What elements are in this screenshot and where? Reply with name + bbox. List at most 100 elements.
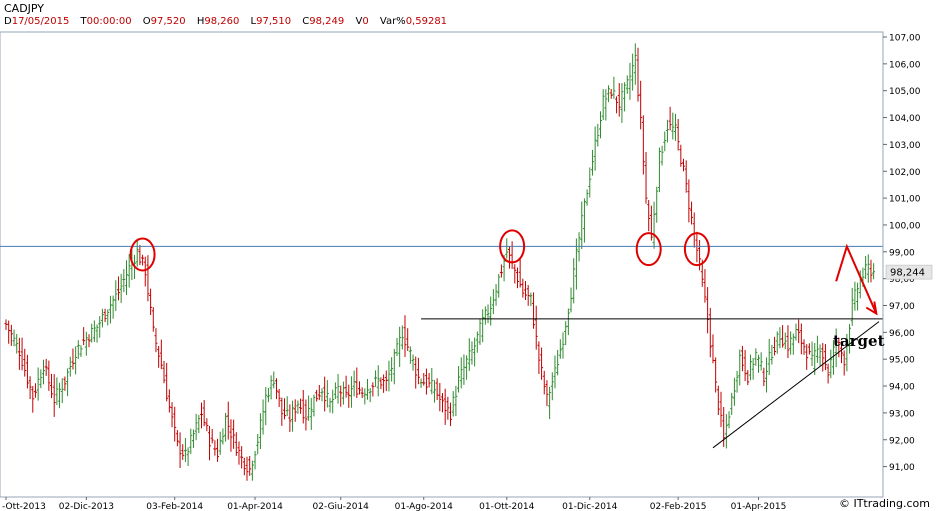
y-axis: 107,00 106,00 105,00 104,00 103,00 102,00 101,…	[882, 32, 921, 497]
ohlc-bar	[216, 438, 220, 462]
ohlc-bar	[41, 359, 45, 385]
ohlc-bar	[173, 406, 177, 442]
ohlc-bar	[58, 382, 62, 409]
y-tick-label: 94,00	[889, 383, 915, 393]
ohlc-bar	[507, 246, 511, 269]
ohlc-bar	[355, 367, 359, 399]
ohlc-bar	[815, 335, 819, 363]
ohlc-bar	[205, 418, 209, 432]
ohlc-bar	[87, 334, 91, 348]
ohlc-bar	[240, 446, 244, 469]
ohlc-bar	[730, 392, 734, 415]
ohlc-bar	[441, 393, 444, 413]
ohlc-bar	[687, 179, 691, 223]
ohlc-bar	[55, 377, 59, 406]
ohlc-bar	[341, 381, 345, 405]
ohlc-bar	[706, 287, 710, 334]
ohlc-bar	[387, 360, 391, 392]
high-value: 98,260	[204, 16, 240, 27]
ohlc-bar	[288, 404, 292, 432]
ohlc-bar	[756, 354, 760, 373]
ohlc-bar	[834, 328, 838, 368]
ohlc-bar	[684, 160, 688, 193]
ohlc-bar	[138, 244, 142, 266]
ohlc-bar	[194, 413, 198, 441]
ohlc-bar	[762, 367, 766, 387]
ohlc-bar	[347, 384, 351, 408]
ohlc-bar	[384, 370, 388, 392]
ohlc-bar	[274, 378, 278, 400]
ohlc-bar	[569, 287, 573, 313]
ohlc-bar	[229, 419, 233, 452]
ohlc-bar	[647, 199, 651, 232]
ohlc-bar	[127, 254, 131, 288]
var-label: Var%	[379, 16, 406, 27]
ohlc-bar	[175, 430, 179, 447]
highlight-circle	[635, 232, 662, 267]
ohlc-bar	[690, 201, 694, 225]
ohlc-bar	[4, 319, 8, 331]
ohlc-bar	[237, 441, 241, 465]
ohlc-bar	[111, 295, 115, 319]
y-tick-label: 102,00	[889, 168, 921, 178]
ohlc-bar	[419, 378, 423, 388]
ohlc-bar	[708, 307, 712, 358]
y-tick-label: 92,00	[889, 436, 915, 446]
ohlc-bar	[593, 126, 597, 171]
ohlc-bar	[740, 345, 744, 372]
ohlc-bar	[682, 158, 686, 172]
ohlc-bar	[574, 238, 578, 290]
ohlc-bar	[143, 256, 147, 287]
ohlc-bar	[95, 324, 99, 343]
ohlc-bar	[499, 264, 503, 278]
ohlc-bar	[443, 388, 447, 425]
ohlc-bar	[392, 348, 396, 385]
date-label: D	[4, 16, 12, 27]
ohlc-bar	[534, 305, 538, 350]
ohlc-bar	[566, 308, 570, 336]
ohlc-bar	[526, 285, 530, 306]
ohlc-bar	[76, 340, 80, 359]
ohlc-bar	[435, 378, 439, 400]
ohlc-bar	[398, 326, 402, 368]
ohlc-bar	[63, 376, 67, 391]
ohlc-bar	[116, 276, 120, 301]
y-tick-label: 98,00	[889, 275, 915, 285]
ohlc-bar	[612, 76, 616, 99]
ohlc-bar	[601, 89, 605, 120]
ohlc-bar	[449, 402, 453, 427]
ohlc-bar	[283, 398, 287, 420]
ohlc-bar	[529, 292, 533, 307]
y-tick-label: 106,00	[889, 60, 921, 70]
ohlc-bar	[125, 260, 129, 296]
ohlc-bar	[403, 315, 407, 357]
ohlc-bar	[261, 399, 265, 435]
ohlc-bar	[44, 358, 48, 376]
ohlc-bar	[202, 399, 206, 427]
date-value: 17/05/2015	[11, 16, 70, 27]
ohlc-bar	[36, 367, 40, 401]
ohlc-bar	[572, 258, 576, 304]
ohlc-bar	[732, 377, 736, 406]
ohlc-bar	[561, 332, 565, 359]
ohlc-bar	[655, 186, 659, 223]
ohlc-bar	[234, 432, 238, 456]
open-label: O	[142, 16, 151, 27]
ohlc-info-bar: D17/05/2015 T00:00:00 O97,520 H98,260 L9…	[4, 16, 455, 27]
ohlc-bar	[408, 346, 412, 364]
ohlc-bar	[797, 319, 801, 344]
ohlc-bar	[272, 371, 276, 389]
y-tick-label: 101,00	[889, 195, 921, 205]
ohlc-bar	[424, 368, 428, 395]
ohlc-bar	[382, 374, 386, 393]
ohlc-bar	[266, 388, 270, 403]
ohlc-bar	[783, 332, 787, 350]
ohlc-bar	[84, 331, 88, 356]
ohlc-bar	[821, 343, 825, 372]
ohlc-bar	[317, 384, 321, 401]
ohlc-bar	[422, 373, 426, 386]
ohlc-bar	[320, 388, 324, 402]
ohlc-bar	[328, 397, 332, 413]
ohlc-bar	[438, 382, 442, 412]
